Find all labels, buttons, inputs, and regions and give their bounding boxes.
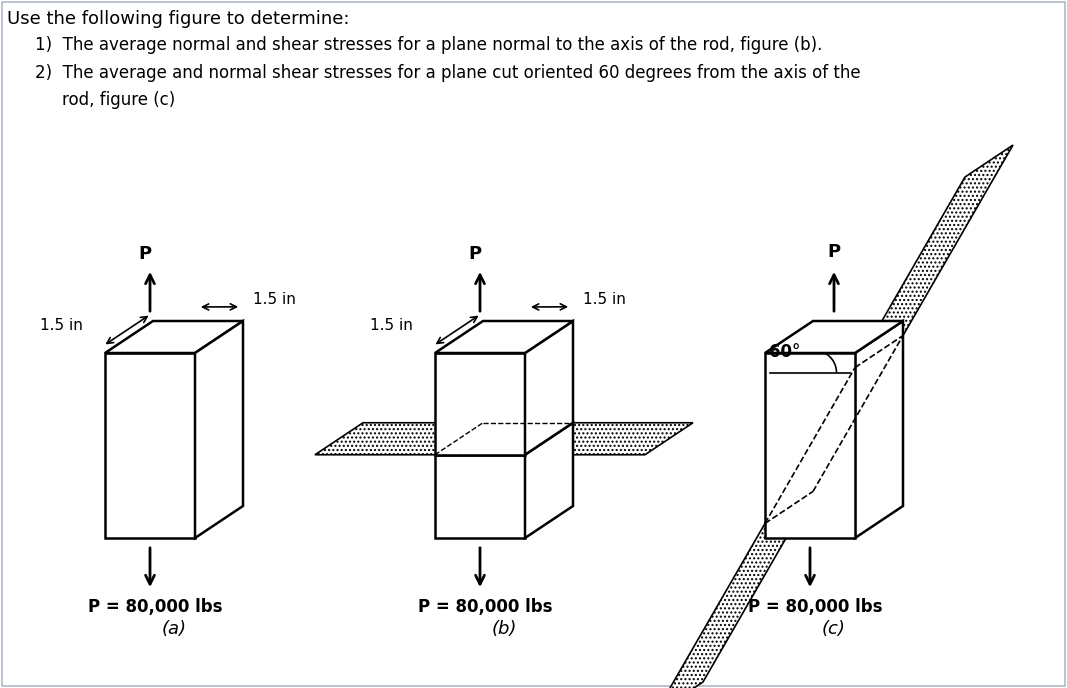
Text: 1.5 in: 1.5 in [253,292,296,308]
Text: (c): (c) [822,620,846,638]
Text: rod, figure (c): rod, figure (c) [62,91,175,109]
Text: 2)  The average and normal shear stresses for a plane cut oriented 60 degrees fr: 2) The average and normal shear stresses… [35,64,861,82]
Text: 1.5 in: 1.5 in [583,292,626,308]
Polygon shape [525,321,573,455]
Polygon shape [765,321,903,353]
Text: P = 80,000 lbs: P = 80,000 lbs [748,598,882,616]
Text: 1.5 in: 1.5 in [369,319,413,334]
Polygon shape [105,353,195,538]
Text: Use the following figure to determine:: Use the following figure to determine: [7,10,350,28]
Polygon shape [435,455,525,538]
Text: 60°: 60° [769,343,800,361]
Polygon shape [855,321,903,538]
Text: P = 80,000 lbs: P = 80,000 lbs [418,598,553,616]
Text: (b): (b) [491,620,516,638]
Text: P = 80,000 lbs: P = 80,000 lbs [87,598,222,616]
Polygon shape [195,321,243,538]
Text: (a): (a) [161,620,187,638]
Polygon shape [435,353,525,455]
Polygon shape [765,353,855,538]
Text: 1.5 in: 1.5 in [39,319,82,334]
Text: P: P [139,245,152,263]
Text: P: P [468,245,481,263]
Polygon shape [105,321,243,353]
Polygon shape [315,422,692,455]
Polygon shape [435,321,573,353]
Text: P: P [827,243,841,261]
Text: 1)  The average normal and shear stresses for a plane normal to the axis of the : 1) The average normal and shear stresses… [35,36,823,54]
Polygon shape [525,422,573,538]
Polygon shape [655,145,1013,688]
